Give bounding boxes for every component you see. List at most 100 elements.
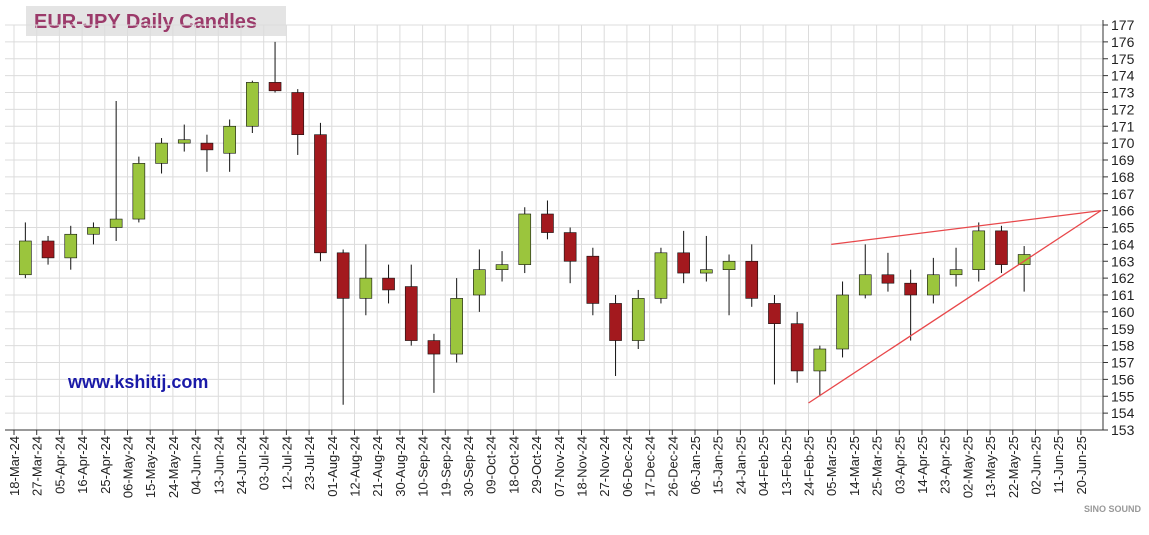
candle-body — [382, 277, 395, 291]
y-tick-label: 168 — [1111, 169, 1135, 185]
x-tick-label: 05-Apr-24 — [52, 436, 67, 494]
x-tick-label: 03-Jul-24 — [257, 436, 272, 490]
candle-body — [200, 142, 214, 151]
x-tick-label: 20-Jun-25 — [1074, 436, 1089, 495]
x-tick-label: 13-Feb-25 — [779, 436, 794, 496]
x-tick-label: 15-May-24 — [143, 436, 158, 498]
y-tick-label: 175 — [1111, 51, 1135, 67]
x-tick-label: 01-Aug-24 — [325, 436, 340, 497]
x-tick-label: 18-Mar-24 — [7, 436, 22, 496]
x-tick-label: 06-May-24 — [121, 436, 136, 498]
candle-body — [1017, 254, 1031, 265]
candle-body — [404, 286, 418, 341]
candle-body — [995, 230, 1008, 265]
candle-body — [836, 294, 849, 350]
candle-body — [722, 260, 736, 270]
watermark: www.kshitij.com — [67, 372, 208, 392]
candle-body — [972, 230, 986, 270]
y-tick-label: 171 — [1111, 118, 1135, 134]
y-tick-label: 170 — [1111, 135, 1135, 151]
candle-body — [495, 264, 509, 270]
candle-body — [563, 232, 577, 262]
y-tick-label: 176 — [1111, 34, 1135, 50]
candle-body — [155, 142, 168, 164]
x-tick-label: 05-Mar-25 — [824, 436, 839, 496]
x-tick-label: 12-Jul-24 — [279, 436, 294, 490]
x-tick-label: 27-Nov-24 — [597, 436, 612, 497]
x-tick-label: 21-Aug-24 — [370, 436, 385, 497]
y-tick-label: 159 — [1111, 321, 1135, 337]
candle-body — [177, 139, 191, 144]
x-tick-label: 10-Sep-24 — [416, 436, 431, 497]
x-tick-label: 07-Nov-24 — [552, 436, 567, 497]
candle-body — [677, 252, 690, 274]
x-tick-label: 24-Feb-25 — [802, 436, 817, 496]
x-tick-label: 04-Jun-24 — [189, 436, 204, 495]
x-tick-label: 26-Dec-24 — [665, 436, 680, 497]
x-tick-label: 29-Oct-24 — [529, 436, 544, 494]
x-tick-label: 24-Jun-24 — [234, 436, 249, 495]
y-tick-label: 162 — [1111, 270, 1135, 286]
x-tick-label: 27-Mar-24 — [30, 436, 45, 496]
y-tick-label: 169 — [1111, 152, 1135, 168]
x-tick-label: 15-Jan-25 — [711, 436, 726, 495]
x-tick-label: 30-Sep-24 — [461, 436, 476, 497]
x-tick-label: 23-Jul-24 — [302, 436, 317, 490]
candle-body — [881, 274, 895, 284]
y-tick-label: 164 — [1111, 236, 1135, 252]
candle-body — [518, 213, 532, 265]
candle-body — [450, 298, 463, 355]
y-tick-label: 155 — [1111, 388, 1135, 404]
y-tick-label: 154 — [1111, 405, 1135, 421]
x-tick-label: 14-Mar-25 — [847, 436, 862, 496]
candle-body — [268, 82, 282, 92]
candle-body — [586, 255, 600, 304]
x-tick-label: 02-Jun-25 — [1029, 436, 1044, 495]
y-tick-label: 167 — [1111, 186, 1135, 202]
x-tick-label: 18-Nov-24 — [575, 436, 590, 497]
candle-body — [858, 274, 872, 296]
x-tick-label: 24-May-24 — [166, 436, 181, 498]
x-tick-label: 12-Aug-24 — [348, 436, 363, 497]
y-tick-label: 166 — [1111, 203, 1135, 219]
y-tick-label: 161 — [1111, 287, 1135, 303]
candle-body — [768, 303, 781, 324]
candle-body — [427, 340, 441, 355]
candle-body — [927, 274, 940, 296]
candle-body — [87, 227, 100, 235]
y-tick-label: 157 — [1111, 355, 1135, 371]
trendline — [831, 209, 1101, 246]
x-tick-label: 25-Apr-24 — [98, 436, 113, 494]
x-tick-label: 24-Jan-25 — [733, 436, 748, 495]
candle-body — [314, 134, 327, 254]
candle-body — [904, 282, 917, 296]
x-tick-label: 25-Mar-25 — [870, 436, 885, 496]
candle-body — [132, 163, 146, 220]
x-tick-label: 14-Apr-25 — [915, 436, 930, 494]
x-tick-label: 30-Aug-24 — [393, 436, 408, 497]
x-tick-label: 19-Sep-24 — [438, 436, 453, 497]
chart-title: EUR-JPY Daily Candles — [34, 11, 257, 33]
candle-body — [654, 252, 668, 299]
candle-body — [64, 233, 78, 259]
candle-body — [246, 82, 259, 127]
y-tick-label: 153 — [1111, 422, 1135, 438]
y-tick-label: 177 — [1111, 17, 1135, 33]
x-tick-label: 03-Apr-25 — [892, 436, 907, 494]
candle-body — [223, 125, 236, 154]
candle-body — [473, 269, 486, 296]
candle-body — [541, 213, 554, 233]
candle-body — [631, 298, 645, 341]
candle-body — [109, 218, 123, 228]
x-tick-label: 02-May-25 — [960, 436, 975, 498]
x-tick-label: 11-Jun-25 — [1051, 436, 1066, 494]
candle-body — [19, 240, 32, 276]
x-tick-label: 17-Dec-24 — [643, 436, 658, 497]
y-tick-label: 174 — [1111, 68, 1135, 84]
x-tick-label: 04-Feb-25 — [756, 436, 771, 496]
x-tick-label: 22-May-25 — [1006, 436, 1021, 498]
y-tick-label: 158 — [1111, 338, 1135, 354]
candle-body — [609, 303, 622, 341]
